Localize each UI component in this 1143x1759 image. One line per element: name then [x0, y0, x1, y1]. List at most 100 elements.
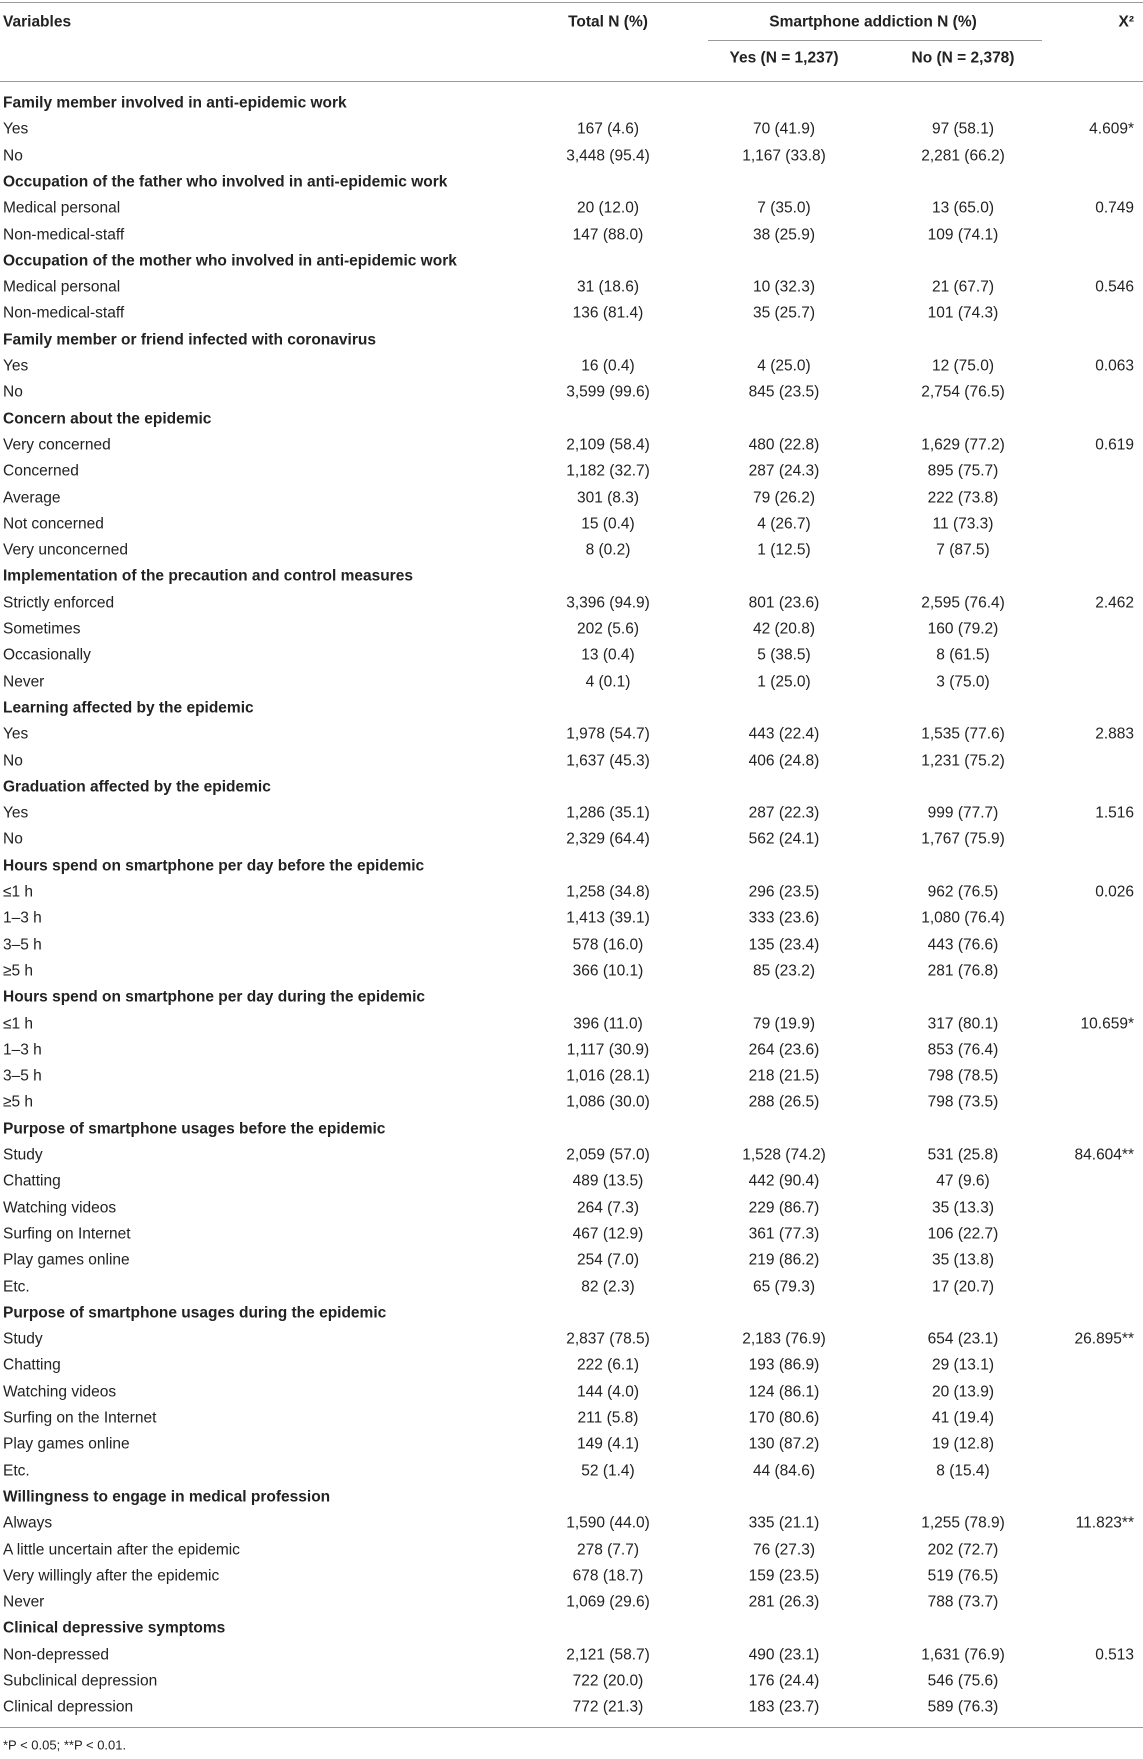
row-label: No	[3, 146, 23, 164]
cell: 5 (38.5)	[757, 646, 811, 664]
cell: 76 (27.3)	[752, 1540, 816, 1558]
column-header: Smartphone addiction N (%)	[769, 13, 977, 31]
cell: 13 (65.0)	[931, 199, 995, 217]
cell: 15 (0.4)	[581, 515, 635, 533]
cell: 853 (76.4)	[927, 1041, 999, 1059]
rule	[0, 2, 1143, 3]
cell: 167 (4.6)	[576, 120, 640, 138]
rule	[0, 1727, 1143, 1728]
cell: 1,167 (33.8)	[742, 146, 826, 164]
column-header: Variables	[3, 13, 72, 31]
cell: 170 (80.6)	[748, 1409, 820, 1427]
cell: 396 (11.0)	[573, 1014, 643, 1032]
row-label: A little uncertain after the epidemic	[3, 1540, 240, 1558]
cell: 0.513	[1095, 1645, 1134, 1663]
row-label: Etc.	[3, 1277, 30, 1295]
cell: 70 (41.9)	[752, 120, 816, 138]
group-title: Family member involved in anti-epidemic …	[3, 94, 347, 112]
cell: 1,117 (30.9)	[566, 1041, 650, 1059]
cell: 218 (21.5)	[748, 1067, 820, 1085]
cell: 1,069 (29.6)	[566, 1593, 650, 1611]
cell: 79 (19.9)	[752, 1014, 816, 1032]
cell: 264 (7.3)	[576, 1198, 640, 1216]
row-label: Chatting	[3, 1356, 61, 1374]
group-title: Learning affected by the epidemic	[3, 699, 254, 717]
cell: 20 (13.9)	[931, 1382, 995, 1400]
cell: 35 (13.8)	[931, 1251, 995, 1269]
row-label: ≥5 h	[3, 1093, 34, 1111]
cell: 4 (0.1)	[585, 672, 631, 690]
cell: 406 (24.8)	[748, 751, 820, 769]
row-label: Watching videos	[3, 1198, 117, 1216]
row-label: No	[3, 383, 23, 401]
cell: 366 (10.1)	[572, 962, 644, 980]
row-label: Play games online	[3, 1435, 130, 1453]
row-label: 3–5 h	[3, 1067, 42, 1085]
cell: 149 (4.1)	[576, 1435, 640, 1453]
row-label: Yes	[3, 120, 29, 138]
cell: 160 (79.2)	[927, 620, 999, 638]
rule	[708, 40, 1042, 41]
cell: 109 (74.1)	[927, 225, 999, 243]
cell: 1,535 (77.6)	[921, 725, 1005, 743]
group-title: Occupation of the mother who involved in…	[3, 252, 457, 270]
group-title: Purpose of smartphone usages during the …	[3, 1304, 387, 1322]
cell: 1,258 (34.8)	[566, 883, 650, 901]
cell: 8 (0.2)	[585, 541, 631, 559]
cell: 97 (58.1)	[931, 120, 995, 138]
cell: 19 (12.8)	[931, 1435, 995, 1453]
group-title: Hours spend on smartphone per day before…	[3, 856, 425, 874]
cell: 1,631 (76.9)	[921, 1645, 1005, 1663]
group-title: Implementation of the precaution and con…	[3, 567, 413, 585]
row-label: 1–3 h	[3, 909, 42, 927]
row-label: Play games online	[3, 1251, 130, 1269]
cell: 82 (2.3)	[581, 1277, 635, 1295]
cell: 38 (25.9)	[752, 225, 816, 243]
row-label: Yes	[3, 357, 29, 375]
row-label: Study	[3, 1330, 43, 1348]
cell: 562 (24.1)	[748, 830, 820, 848]
cell: 106 (22.7)	[927, 1225, 999, 1243]
cell: 1,231 (75.2)	[921, 751, 1005, 769]
cell: 361 (77.3)	[748, 1225, 820, 1243]
row-label: Very willingly after the epidemic	[3, 1567, 220, 1585]
row-label: Non-medical-staff	[3, 304, 125, 322]
cell: 287 (24.3)	[748, 462, 820, 480]
row-label: Medical personal	[3, 278, 121, 296]
cell: 578 (16.0)	[572, 935, 644, 953]
row-label: ≤1 h	[3, 883, 34, 901]
cell: 999 (77.7)	[927, 804, 999, 822]
cell: 4.609*	[1089, 120, 1134, 138]
column-header: Yes (N = 1,237)	[729, 49, 839, 67]
row-label: Subclinical depression	[3, 1672, 158, 1690]
row-label: Chatting	[3, 1172, 61, 1190]
cell: 1,016 (28.1)	[566, 1067, 650, 1085]
cell: 798 (73.5)	[927, 1093, 999, 1111]
cell: 0.063	[1095, 357, 1134, 375]
cell: 202 (5.6)	[576, 620, 640, 638]
row-label: Watching videos	[3, 1382, 117, 1400]
cell: 136 (81.4)	[572, 304, 644, 322]
cell: 21 (67.7)	[931, 278, 995, 296]
cell: 10.659*	[1080, 1014, 1134, 1032]
row-label: Concerned	[3, 462, 79, 480]
cell: 1,286 (35.1)	[566, 804, 650, 822]
cell: 1,255 (78.9)	[921, 1514, 1005, 1532]
cell: 101 (74.3)	[927, 304, 999, 322]
cell: 47 (9.6)	[936, 1172, 990, 1190]
cell: 13 (0.4)	[581, 646, 635, 664]
cell: 0.749	[1095, 199, 1134, 217]
row-label: Surfing on Internet	[3, 1225, 131, 1243]
cell: 7 (35.0)	[757, 199, 811, 217]
cell: 654 (23.1)	[927, 1330, 999, 1348]
cell: 798 (78.5)	[927, 1067, 999, 1085]
row-label: 3–5 h	[3, 935, 42, 953]
cell: 144 (4.0)	[576, 1382, 640, 1400]
cell: 2,595 (76.4)	[921, 593, 1005, 611]
row-label: No	[3, 751, 23, 769]
cell: 65 (79.3)	[752, 1277, 816, 1295]
cell: 281 (26.3)	[748, 1593, 820, 1611]
row-label: Very unconcerned	[3, 541, 128, 559]
row-label: Non-medical-staff	[3, 225, 125, 243]
cell: 35 (13.3)	[931, 1198, 995, 1216]
